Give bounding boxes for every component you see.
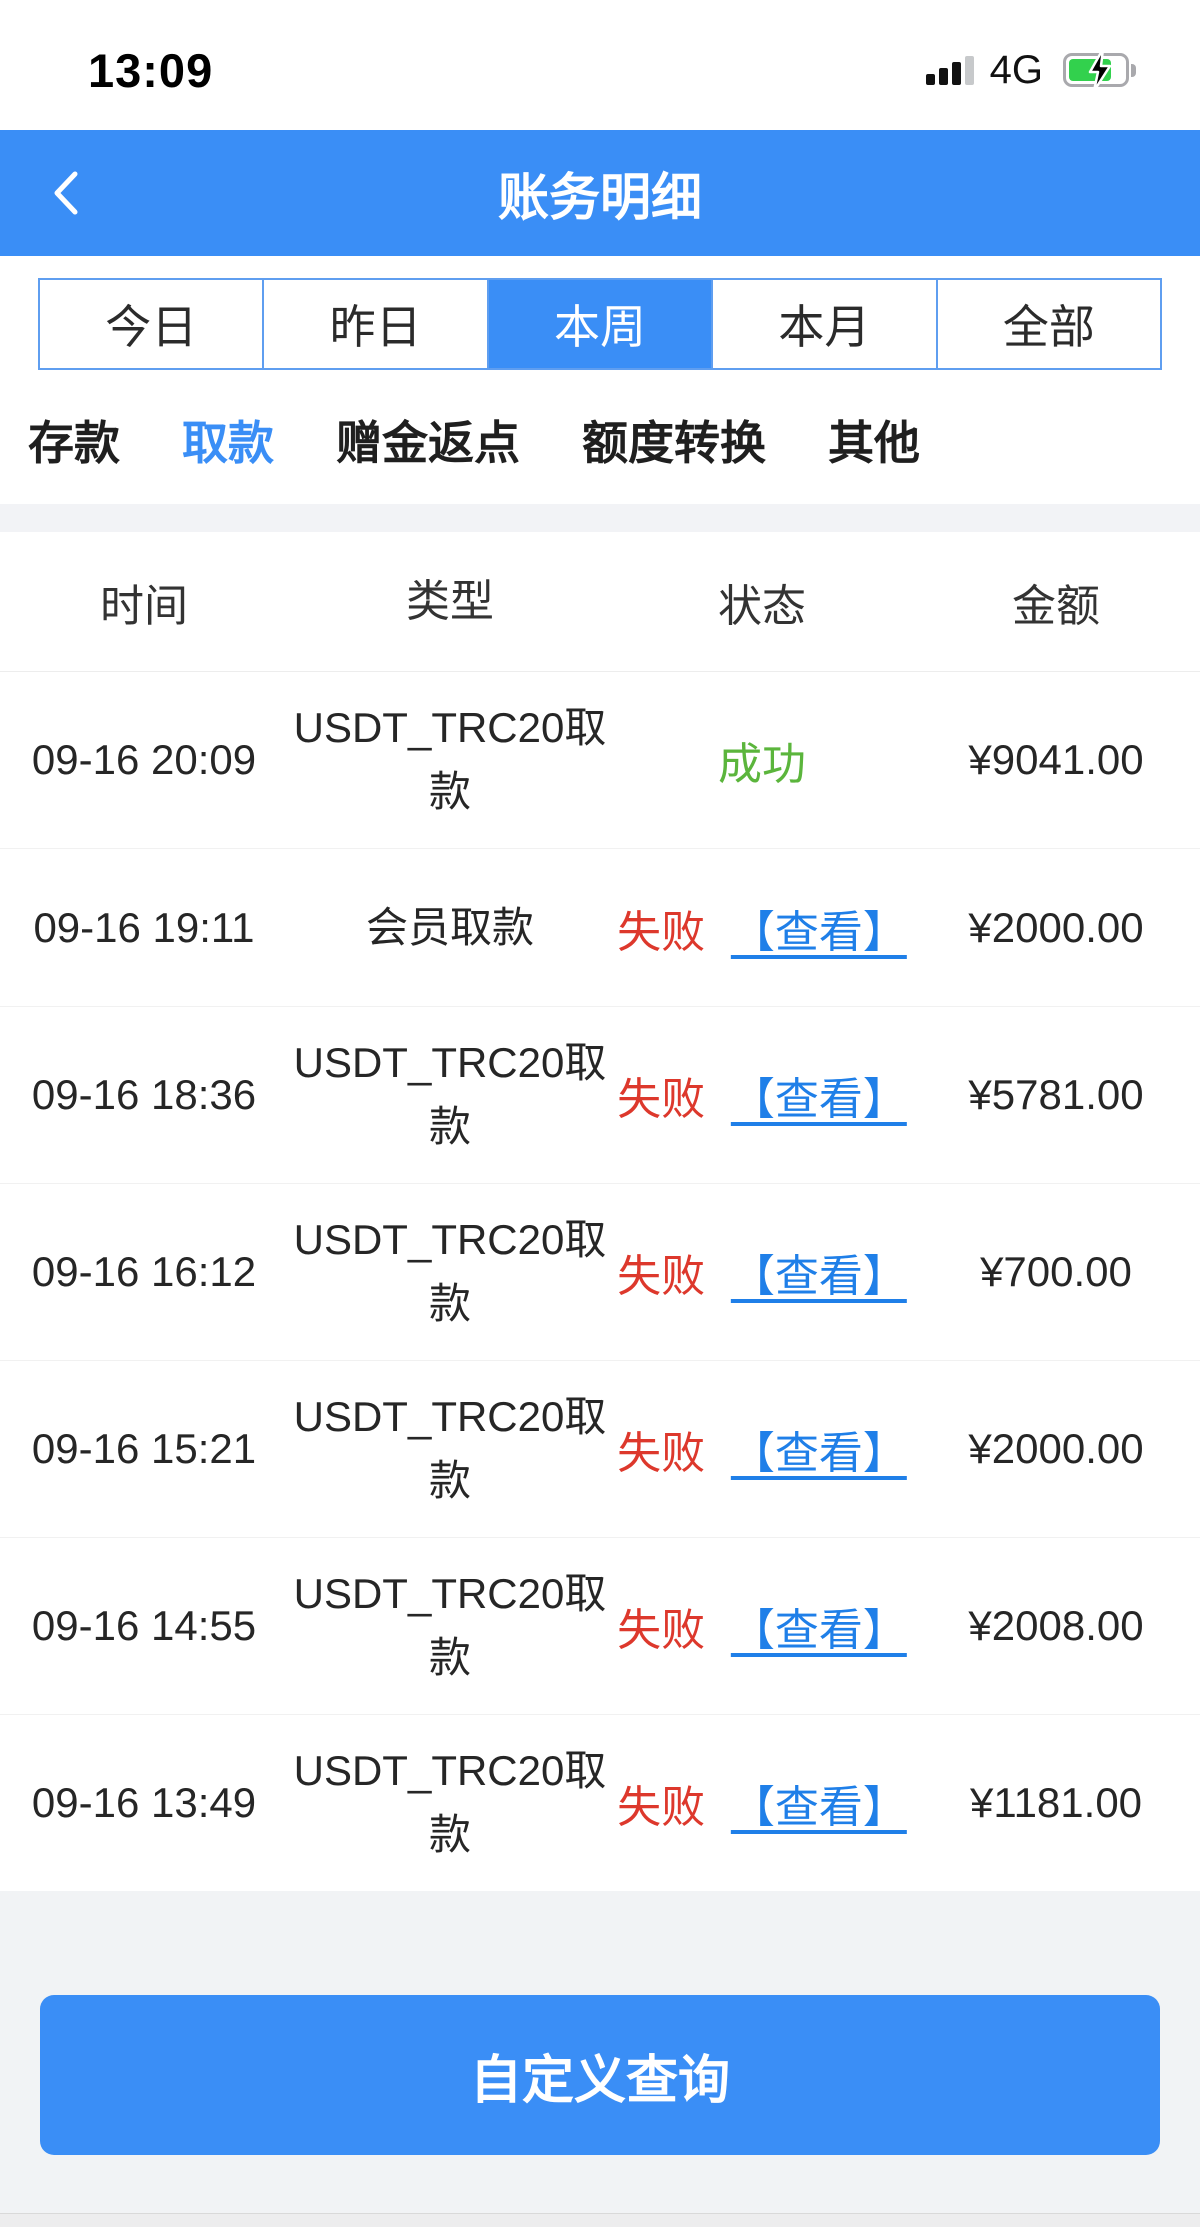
type-filter-bar: 存款 取款 赠金返点 额度转换 其他 [0, 370, 1200, 504]
nav-bar: 账务明细 [0, 130, 1200, 256]
table-row: 09-16 16:12 USDT_TRC20取款 失败 【查看】 ¥700.00 [0, 1184, 1200, 1361]
row-amount: ¥5781.00 [968, 1071, 1144, 1118]
status-text: 失败 [617, 1429, 706, 1478]
table-row: 09-16 15:21 USDT_TRC20取款 失败 【查看】 ¥2000.0… [0, 1361, 1200, 1538]
chevron-left-icon [54, 171, 78, 215]
row-type: USDT_TRC20取款 [293, 1039, 607, 1150]
filter-deposit[interactable]: 存款 [28, 417, 120, 469]
segmented-control: 今日 昨日 本周 本月 全部 [38, 278, 1162, 370]
column-header-time: 时间 [100, 581, 188, 631]
custom-query-button[interactable]: 自定义查询 [40, 1995, 1160, 2155]
range-tabs: 今日 昨日 本周 本月 全部 [0, 256, 1200, 370]
status-text: 失败 [617, 1075, 706, 1124]
row-amount: ¥9041.00 [968, 736, 1144, 783]
row-time: 09-16 14:55 [31, 1602, 257, 1649]
view-link[interactable]: 【查看】 [730, 1783, 907, 1832]
row-type: USDT_TRC20取款 [293, 704, 607, 815]
status-text: 失败 [617, 907, 706, 957]
tab-this-week[interactable]: 本周 [486, 280, 712, 368]
row-status: 失败 【查看】 [612, 1771, 912, 1835]
row-status: 失败 【查看】 [612, 1240, 912, 1304]
column-header-status: 状态 [718, 581, 806, 631]
table-row: 09-16 18:36 USDT_TRC20取款 失败 【查看】 ¥5781.0… [0, 1007, 1200, 1184]
bottom-divider [0, 2213, 1200, 2227]
signal-strength-icon [925, 55, 974, 85]
row-status: 成功 [612, 728, 912, 792]
status-text: 失败 [617, 1783, 706, 1832]
clock-time: 13:09 [88, 43, 214, 97]
row-amount: ¥2000.00 [968, 903, 1144, 951]
row-type: USDT_TRC20取款 [293, 1570, 607, 1681]
battery-charging-icon [1063, 48, 1136, 92]
row-time: 09-16 13:49 [31, 1779, 257, 1826]
status-bar: 13:09 4G [0, 0, 1200, 130]
view-link[interactable]: 【查看】 [730, 907, 907, 957]
filter-other[interactable]: 其他 [828, 417, 920, 469]
network-type-label: 4G [989, 47, 1043, 92]
column-header-amount: 金额 [1012, 581, 1100, 631]
status-text: 成功 [718, 740, 806, 789]
status-icons: 4G [925, 47, 1136, 93]
row-amount: ¥2000.00 [968, 1425, 1144, 1472]
back-button[interactable] [52, 130, 80, 256]
tab-this-month[interactable]: 本月 [711, 280, 936, 368]
tab-yesterday[interactable]: 昨日 [262, 280, 487, 368]
section-divider [0, 504, 1200, 532]
row-time: 09-16 16:12 [31, 1248, 257, 1295]
row-type: 会员取款 [365, 903, 534, 951]
view-link[interactable]: 【查看】 [730, 1252, 907, 1301]
page-title: 账务明细 [497, 169, 702, 226]
tab-all[interactable]: 全部 [935, 280, 1161, 368]
table-row: 09-16 14:55 USDT_TRC20取款 失败 【查看】 ¥2008.0… [0, 1538, 1200, 1715]
column-header-type: 类型 [406, 576, 494, 626]
filter-quota-transfer[interactable]: 额度转换 [582, 417, 766, 469]
row-amount: ¥2008.00 [968, 1602, 1144, 1649]
table-row: 09-16 20:09 USDT_TRC20取款 成功 ¥9041.00 [0, 672, 1200, 849]
lightning-bolt-icon [1088, 48, 1111, 92]
row-status: 失败 【查看】 [612, 1594, 912, 1658]
row-type: USDT_TRC20取款 [293, 1393, 607, 1504]
row-time: 09-16 19:11 [33, 903, 255, 951]
row-type: USDT_TRC20取款 [293, 1747, 607, 1858]
row-status: 失败 【查看】 [612, 896, 912, 960]
row-status: 失败 【查看】 [612, 1063, 912, 1127]
transactions-table: 时间 类型 状态 金额 09-16 20:09 USDT_TRC20取款 成功 … [0, 532, 1200, 1891]
table-row: 09-16 13:49 USDT_TRC20取款 失败 【查看】 ¥1181.0… [0, 1715, 1200, 1891]
table-row: 09-16 19:11 会员取款 失败 【查看】 ¥2000.00 [0, 849, 1200, 1007]
tab-today[interactable]: 今日 [40, 280, 263, 368]
footer: 自定义查询 [0, 1891, 1200, 2227]
row-time: 09-16 15:21 [31, 1425, 257, 1472]
filter-bonus-rebate[interactable]: 赠金返点 [336, 417, 520, 469]
view-link[interactable]: 【查看】 [730, 1075, 907, 1124]
filter-withdrawal[interactable]: 取款 [182, 417, 274, 469]
view-link[interactable]: 【查看】 [730, 1606, 907, 1655]
status-text: 失败 [617, 1606, 706, 1655]
row-type: USDT_TRC20取款 [293, 1216, 607, 1327]
table-header: 时间 类型 状态 金额 [0, 532, 1200, 672]
row-amount: ¥1181.00 [969, 1779, 1143, 1826]
row-amount: ¥700.00 [980, 1248, 1132, 1295]
view-link[interactable]: 【查看】 [730, 1429, 907, 1478]
row-time: 09-16 20:09 [31, 736, 257, 783]
row-status: 失败 【查看】 [612, 1417, 912, 1481]
status-text: 失败 [617, 1252, 706, 1301]
row-time: 09-16 18:36 [31, 1071, 257, 1118]
